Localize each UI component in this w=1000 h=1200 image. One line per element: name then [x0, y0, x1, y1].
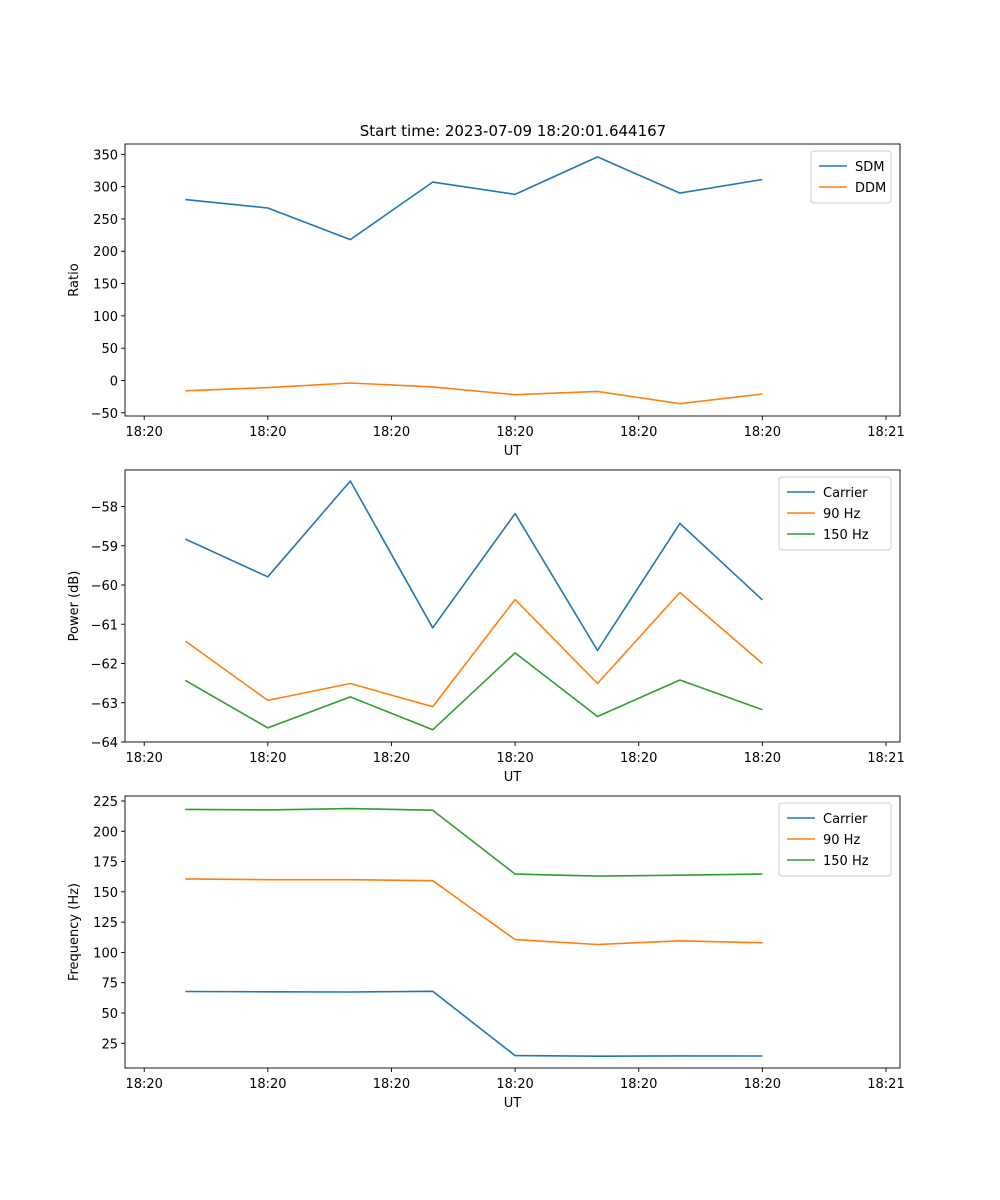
series-line-carrier	[185, 990, 763, 1057]
x-tick-label: 18:20	[125, 751, 162, 766]
axes-frame	[124, 469, 901, 743]
x-tick-label: 18:20	[249, 751, 286, 766]
y-tick-label: 175	[93, 856, 118, 871]
legend: Carrier 90 Hz 150 Hz	[778, 476, 892, 551]
series-line-sdm	[185, 156, 763, 241]
legend-label: Carrier	[823, 812, 868, 827]
x-tick-label: 18:20	[620, 751, 657, 766]
legend-label: Carrier	[823, 486, 868, 501]
series-line-150-hz	[185, 807, 763, 877]
x-tick-label: 18:20	[744, 1077, 781, 1092]
series-line-90-hz	[184, 591, 763, 708]
x-tick-label: 18:21	[867, 425, 904, 440]
legend-box	[778, 802, 892, 877]
y-axis-label: Frequency (Hz)	[67, 883, 82, 981]
axes-frame	[124, 795, 901, 1069]
x-tick-label: 18:20	[620, 1077, 657, 1092]
y-tick-label: −60	[91, 579, 118, 594]
x-tick-label: 18:20	[249, 1077, 286, 1092]
x-tick-label: 18:20	[744, 751, 781, 766]
legend-label: DDM	[855, 181, 886, 196]
x-tick-label: 18:20	[373, 425, 410, 440]
figure-title: Start time: 2023-07-09 18:20:01.644167	[360, 122, 666, 140]
y-tick-label: 25	[101, 1037, 118, 1052]
x-tick-label: 18:20	[125, 1077, 162, 1092]
y-tick-label: 300	[93, 181, 118, 196]
plots: 18:20 18:20 18:20 18:20 18:20 18:20 18:21 −50 0 5…	[67, 143, 905, 1111]
y-tick-label: 125	[93, 916, 118, 931]
x-axis-label: UT	[504, 770, 522, 785]
y-tick-label: 75	[101, 977, 118, 992]
y-tick-label: −64	[91, 736, 118, 751]
y-tick-label: −63	[91, 697, 118, 712]
x-tick-label: 18:20	[125, 425, 162, 440]
y-tick-label: 200	[93, 245, 118, 260]
x-tick-label: 18:20	[744, 425, 781, 440]
x-tick-label: 18:20	[249, 425, 286, 440]
series-line-90-hz	[185, 878, 763, 946]
y-tick-label: 150	[93, 886, 118, 901]
series-line-ddm	[185, 382, 763, 405]
x-axis-label: UT	[504, 1096, 522, 1111]
x-tick-label: 18:20	[496, 425, 533, 440]
x-tick-label: 18:21	[867, 1077, 904, 1092]
x-tick-label: 18:20	[496, 751, 533, 766]
x-tick-label: 18:21	[867, 751, 904, 766]
y-tick-label: 100	[93, 310, 118, 325]
y-tick-label: 250	[93, 213, 118, 228]
y-axis-label: Ratio	[67, 263, 82, 296]
legend-label: 90 Hz	[823, 833, 860, 848]
x-tick-label: 18:20	[620, 425, 657, 440]
y-tick-label: 350	[93, 148, 118, 163]
y-tick-label: −62	[91, 658, 118, 673]
y-tick-label: 100	[93, 946, 118, 961]
y-tick-label: 150	[93, 278, 118, 293]
x-tick-label: 18:20	[373, 751, 410, 766]
y-tick-label: 50	[101, 342, 118, 357]
y-tick-label: 200	[93, 825, 118, 840]
legend: SDM DDM	[810, 150, 892, 204]
y-tick-label: 0	[110, 374, 118, 389]
chart-panel-1: 18:20 18:20 18:20 18:20 18:20 18:20 18:21 −50 0 5…	[67, 143, 905, 459]
x-tick-label: 18:20	[373, 1077, 410, 1092]
legend-box	[810, 150, 892, 204]
y-tick-label: −58	[91, 501, 118, 516]
y-tick-label: −59	[91, 540, 118, 555]
y-axis-label: Power (dB)	[67, 571, 82, 642]
legend: Carrier 90 Hz 150 Hz	[778, 802, 892, 877]
x-tick-label: 18:20	[496, 1077, 533, 1092]
legend-label: 90 Hz	[823, 507, 860, 522]
series-line-150-hz	[185, 652, 763, 731]
series-line-carrier	[185, 480, 763, 652]
legend-label: SDM	[855, 160, 884, 175]
axes-frame	[124, 143, 901, 417]
chart-panel-2: 18:20 18:20 18:20 18:20 18:20 18:20 18:21 −64 −6…	[67, 469, 905, 785]
legend-label: 150 Hz	[823, 854, 869, 869]
x-axis-label: UT	[504, 444, 522, 459]
y-tick-label: 50	[101, 1007, 118, 1022]
legend-label: 150 Hz	[823, 528, 869, 543]
legend-box	[778, 476, 892, 551]
chart-panel-3: 18:20 18:20 18:20 18:20 18:20 18:20 18:21 25 50 7…	[67, 795, 905, 1111]
y-tick-label: 225	[93, 795, 118, 810]
y-tick-label: −50	[91, 407, 118, 422]
y-tick-label: −61	[91, 618, 118, 633]
